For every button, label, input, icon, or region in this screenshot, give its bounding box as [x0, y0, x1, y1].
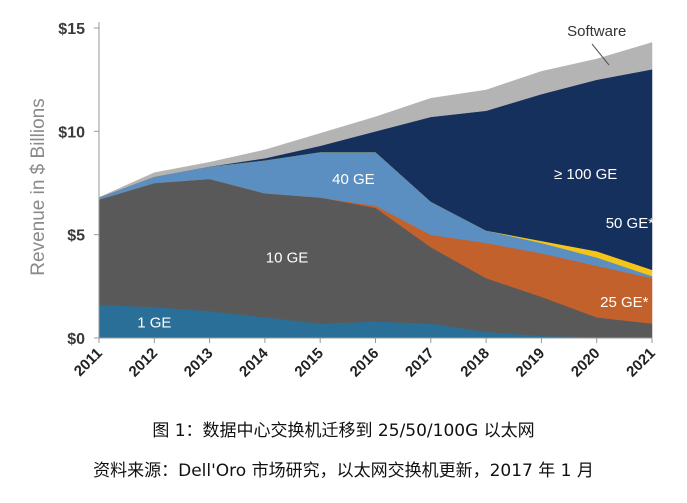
- area-label: 40 GE: [332, 171, 375, 188]
- area-series-software: [98, 42, 653, 198]
- area-label: Software: [567, 23, 626, 40]
- x-tick-label: 2019: [513, 345, 549, 381]
- x-tick-label: 2012: [126, 345, 162, 381]
- x-tick-label: 2016: [347, 345, 383, 381]
- source-caption: 资料来源：Dell'Oro 市场研究，以太网交换机更新，2017 年 1 月: [93, 461, 594, 481]
- area-label: 50 GE*: [606, 215, 655, 232]
- y-tick-label: $15: [58, 21, 85, 38]
- x-tick-label: 2011: [71, 345, 106, 380]
- y-tick-label: $5: [67, 228, 85, 245]
- software-leader-line: [591, 43, 610, 66]
- x-tick-label: 2015: [291, 345, 327, 381]
- y-tick-label: $10: [58, 124, 85, 141]
- area-label: ≥ 100 GE: [554, 166, 617, 183]
- y-axis-title: Revenue in $ Billions: [28, 98, 49, 275]
- stacked-area-chart: $0 $5 $10 $15 2011 2012 2013 2014 2015 2016 2017 20…: [28, 21, 659, 381]
- area-label: 10 GE: [266, 249, 309, 266]
- x-tick-label: 2014: [236, 344, 272, 380]
- figure-caption: 图 1：数据中心交换机迁移到 25/50/100G 以太网: [152, 421, 535, 441]
- y-tick-label: $0: [67, 331, 85, 348]
- x-tick-label: 2021: [623, 345, 659, 381]
- x-tick-label: 2013: [181, 345, 217, 381]
- area-label: 1 GE: [137, 315, 171, 332]
- area-label: 25 GE*: [600, 294, 649, 311]
- x-tick-label: 2020: [568, 345, 604, 381]
- x-tick-label: 2017: [402, 345, 438, 381]
- x-tick-label: 2018: [457, 345, 493, 381]
